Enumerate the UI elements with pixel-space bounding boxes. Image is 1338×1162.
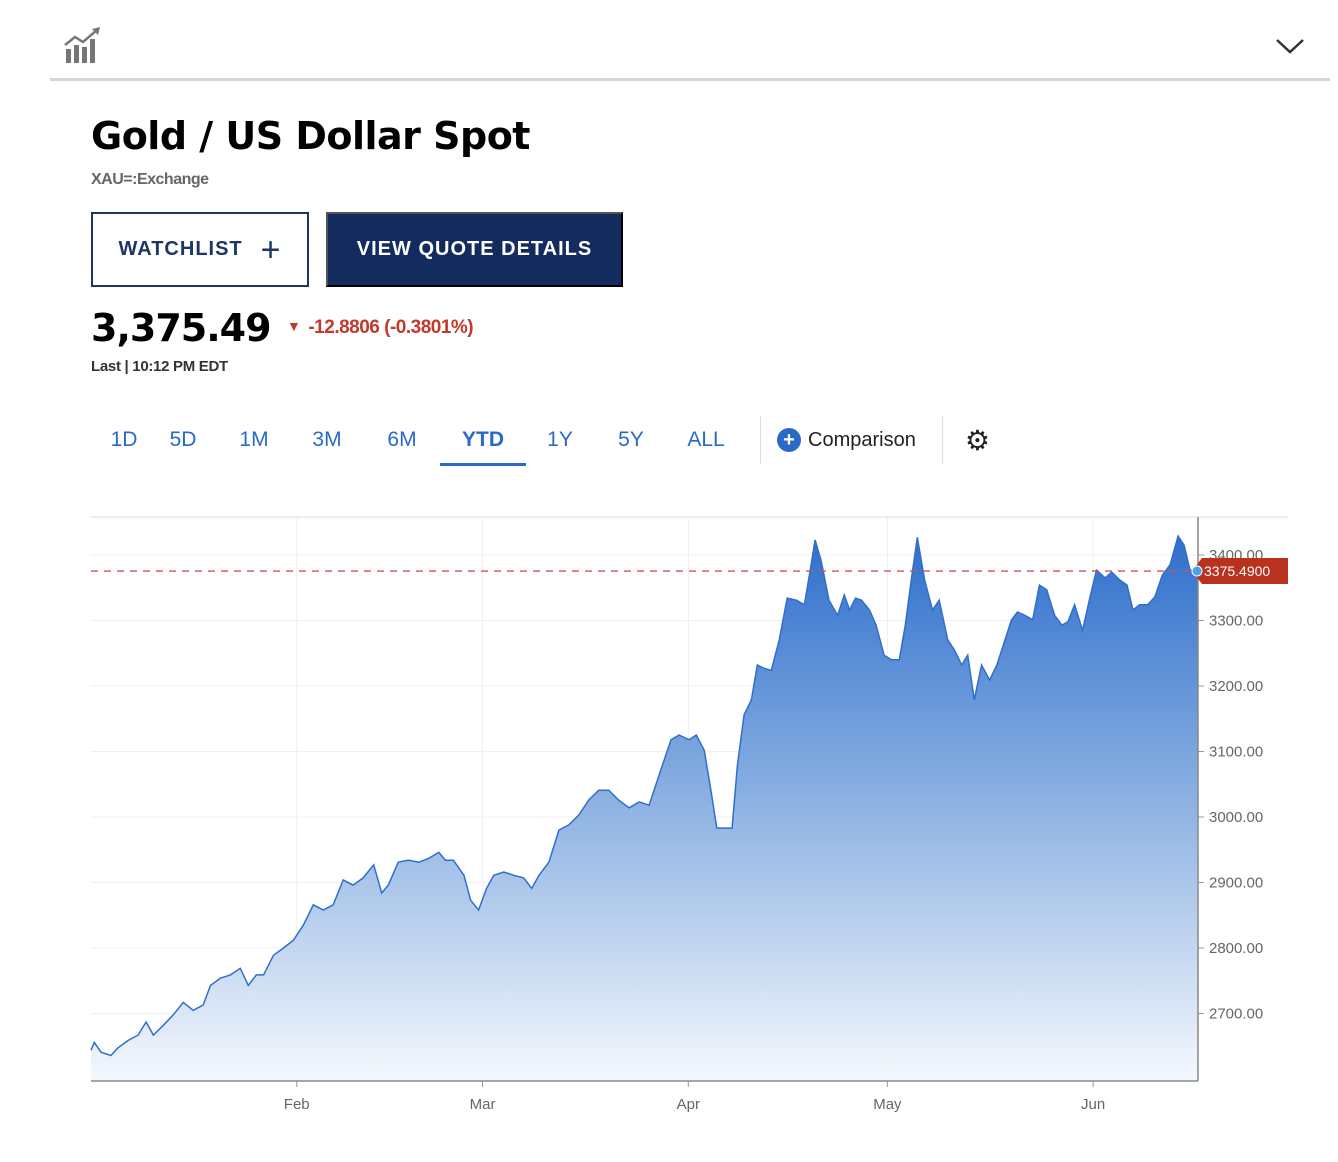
tab-separator xyxy=(941,416,943,464)
last-price-label: 3375.4900 xyxy=(1204,563,1270,579)
chart-growth-icon[interactable] xyxy=(63,27,103,65)
comparison-button[interactable]: + Comparison xyxy=(777,428,916,452)
x-tick-label: Feb xyxy=(284,1096,310,1113)
chevron-down-icon[interactable] xyxy=(1274,34,1306,58)
last-price: 3,375.49 xyxy=(91,306,272,350)
tab-1m[interactable]: 1M xyxy=(239,428,269,451)
tab-3m[interactable]: 3M xyxy=(312,428,342,451)
tab-5d[interactable]: 5D xyxy=(169,428,197,451)
x-tick-label: May xyxy=(873,1096,902,1113)
watchlist-label: WATCHLIST xyxy=(118,238,243,260)
y-tick-label: 3200.00 xyxy=(1209,678,1263,695)
tab-all[interactable]: ALL xyxy=(687,428,725,451)
price-change: ▼ -12.8806 (-0.3801%) xyxy=(287,317,474,339)
tab-ytd[interactable]: YTD xyxy=(440,412,526,468)
down-arrow-icon: ▼ xyxy=(287,318,301,334)
add-circle-icon: + xyxy=(777,428,801,452)
plus-icon: + xyxy=(260,230,282,269)
last-update-time: Last | 10:12 PM EDT xyxy=(91,358,228,375)
x-tick-label: Mar xyxy=(470,1096,496,1113)
header-divider xyxy=(50,78,1330,81)
range-tabs: 1D 5D 1M 3M 6M YTD 1Y 5Y ALL + Comparison ⚙ xyxy=(100,412,990,468)
y-tick-label: 3100.00 xyxy=(1209,744,1263,761)
x-tick-label: Jun xyxy=(1081,1096,1105,1113)
change-value: -12.8806 (-0.3801%) xyxy=(308,317,474,338)
y-tick-label: 2800.00 xyxy=(1209,940,1263,957)
tab-6m[interactable]: 6M xyxy=(387,428,417,451)
tab-1y[interactable]: 1Y xyxy=(547,428,573,451)
watchlist-button[interactable]: WATCHLIST + xyxy=(91,212,309,287)
price-line xyxy=(90,534,1198,1057)
price-area xyxy=(91,536,1198,1081)
symbol-label: XAU=:Exchange xyxy=(91,171,209,188)
x-tick-label: Apr xyxy=(677,1096,700,1113)
y-tick-label: 2700.00 xyxy=(1209,1006,1263,1023)
tab-separator xyxy=(760,416,761,464)
gear-icon[interactable]: ⚙ xyxy=(964,424,990,456)
tab-5y[interactable]: 5Y xyxy=(618,428,644,451)
last-price-marker xyxy=(1191,565,1203,577)
y-tick-label: 3300.00 xyxy=(1209,612,1263,629)
y-tick-label: 3000.00 xyxy=(1209,809,1263,826)
view-quote-details-button[interactable]: VIEW QUOTE DETAILS xyxy=(326,212,623,287)
comparison-label: Comparison xyxy=(808,428,916,451)
tab-1d[interactable]: 1D xyxy=(110,428,138,451)
y-tick-label: 2900.00 xyxy=(1209,875,1263,892)
page-title: Gold / US Dollar Spot xyxy=(91,114,530,158)
last-price-badge xyxy=(1192,558,1288,585)
